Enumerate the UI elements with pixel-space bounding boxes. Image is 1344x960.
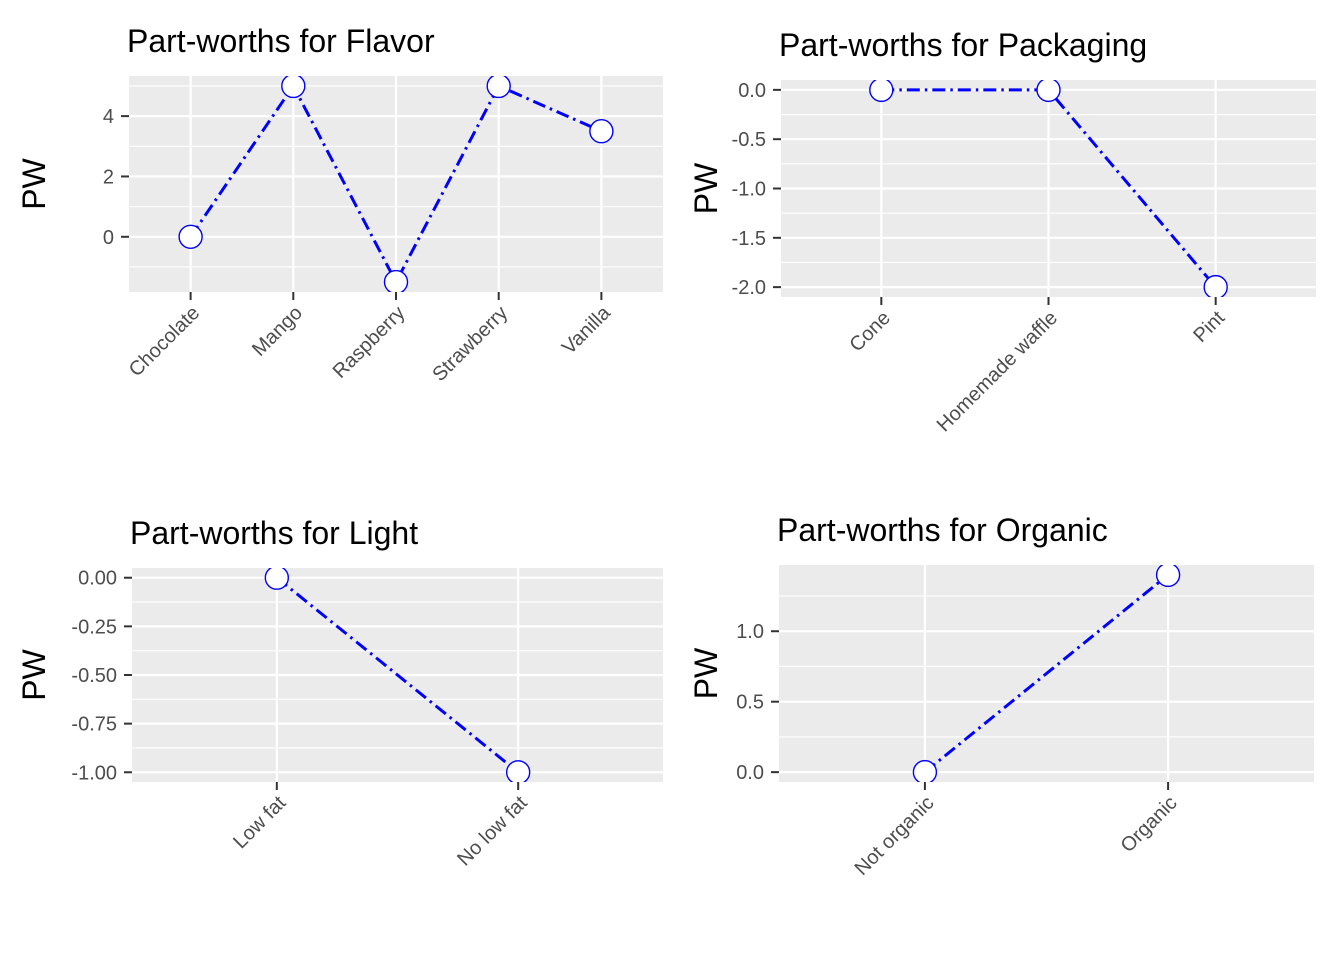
chart-title: Part-worths for Light [130, 515, 418, 551]
y-axis-title: PW [688, 647, 724, 699]
x-tick-label: Low fat [229, 792, 290, 853]
chart-title: Part-worths for Packaging [779, 27, 1147, 63]
data-point [912, 759, 938, 782]
y-tick-label: -0.25 [71, 616, 117, 638]
chart-title: Part-worths for Flavor [127, 23, 435, 59]
plot-area: 0.0 -0.5 -1.0 -1.5 -2.0 Cone Homemade waffle Pi… [732, 80, 1316, 436]
chart-cell-packaging: 0.0 -0.5 -1.0 -1.5 -2.0 Cone Homemade waffle Pi… [672, 0, 1344, 480]
chart-cell-light: 0.00 -0.25 -0.50 -0.75 -1.00 Low fat No low fa… [0, 480, 672, 960]
y-tick-label: -0.5 [732, 129, 766, 151]
y-tick-label: 0.00 [78, 568, 117, 590]
plot-area: 0.0 0.5 1.0 Not organic Organic [736, 565, 1314, 880]
x-tick-label: Not organic [851, 792, 939, 880]
x-tick-label: Organic [1117, 792, 1182, 857]
data-layer [912, 565, 1181, 782]
data-point [486, 76, 511, 99]
y-axis-title: PW [688, 162, 724, 214]
y-tick-label: 4 [103, 106, 114, 128]
y-axis-title: PW [16, 157, 52, 209]
flavor-chart-canvas: 0 2 4 Chocolate Mango Raspberry Strawberry Vani… [16, 23, 663, 386]
x-tick-label: Chocolate [125, 302, 204, 381]
series-line [189, 83, 602, 286]
y-tick-label: 2 [103, 166, 114, 188]
series-line [275, 576, 520, 774]
data-point [589, 119, 614, 144]
x-tick-label: No low fat [453, 792, 532, 871]
data-layer [178, 76, 614, 292]
x-tick-label: Strawberry [428, 302, 512, 386]
y-tick-label: 0.0 [736, 762, 764, 784]
y-tick-label: -2.0 [732, 277, 766, 299]
series-line [881, 88, 1217, 289]
y-tick-label: 0.0 [738, 80, 766, 102]
x-tick-label: Cone [845, 307, 894, 356]
x-tick-label: Vanilla [558, 301, 616, 359]
data-point [383, 269, 409, 292]
y-tick-label: -1.5 [732, 228, 766, 250]
data-point [1203, 274, 1228, 297]
data-point [178, 224, 203, 249]
data-point [1155, 565, 1181, 588]
y-tick-label: -1.0 [732, 179, 766, 201]
x-tick-label: Pint [1189, 307, 1229, 347]
y-axis-title: PW [16, 648, 52, 700]
chart-cell-flavor: 0 2 4 Chocolate Mango Raspberry Strawberry Vani… [0, 0, 672, 480]
data-point [281, 76, 306, 99]
data-layer [869, 80, 1228, 297]
y-tick-label: 1.0 [736, 621, 764, 643]
data-point [869, 80, 894, 103]
plot-area: 0 2 4 Chocolate Mango Raspberry Strawberry Vani… [103, 76, 663, 386]
y-tick-label: 0.5 [736, 692, 764, 714]
data-point [264, 568, 290, 590]
light-chart-canvas: 0.00 -0.25 -0.50 -0.75 -1.00 Low fat No low fa… [16, 515, 663, 871]
y-tick-label: -0.50 [71, 665, 117, 687]
plot-area: 0.00 -0.25 -0.50 -0.75 -1.00 Low fat No low fa… [71, 568, 663, 871]
packaging-chart-canvas: 0.0 -0.5 -1.0 -1.5 -2.0 Cone Homemade waffle Pi… [688, 27, 1316, 436]
data-point [505, 760, 531, 782]
series-line [923, 573, 1170, 774]
x-tick-label: Homemade waffle [933, 307, 1062, 436]
x-tick-label: Raspberry [329, 302, 410, 383]
y-tick-label: -0.75 [71, 714, 117, 736]
data-layer [264, 568, 531, 782]
organic-chart-canvas: 0.0 0.5 1.0 Not organic Organic Part-worths … [688, 512, 1314, 880]
y-tick-label: 0 [103, 227, 114, 249]
y-tick-label: -1.00 [71, 762, 117, 784]
data-point [1036, 80, 1061, 103]
x-tick-label: Mango [248, 302, 307, 361]
chart-title: Part-worths for Organic [777, 512, 1108, 548]
chart-cell-organic: 0.0 0.5 1.0 Not organic Organic Part-worths … [672, 480, 1344, 960]
